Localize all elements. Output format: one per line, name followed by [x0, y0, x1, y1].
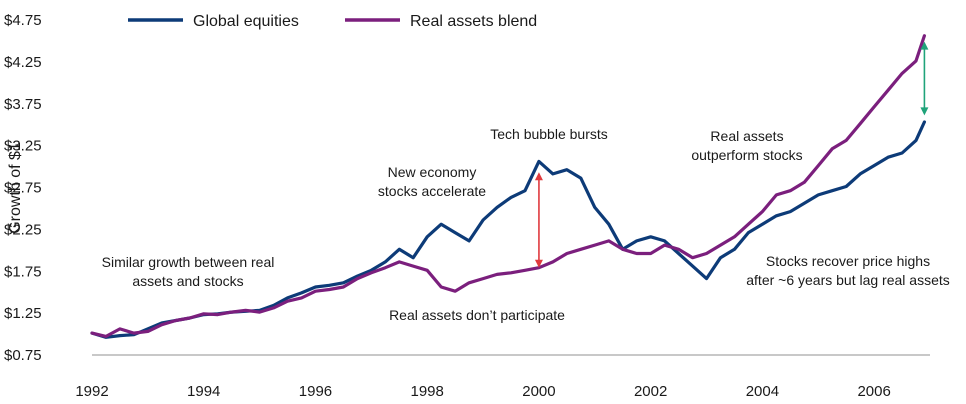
annotation-line: Stocks recover price highs	[766, 253, 930, 269]
annotation-line: after ~6 years but lag real assets	[746, 272, 950, 288]
y-tick-label: $1.75	[4, 263, 42, 280]
arrow-head-down	[534, 259, 543, 268]
annotations-group: Similar growth between real assets and st…	[102, 126, 950, 323]
x-tick-label: 1998	[411, 383, 444, 400]
y-tick-label: $3.25	[4, 138, 42, 155]
x-tick-label: 1994	[187, 383, 220, 400]
y-axis-label: Growth of $1	[7, 142, 24, 234]
annotation-line: stocks accelerate	[378, 183, 486, 199]
arrow-head-up	[920, 41, 929, 50]
y-tick-labels: $4.75 $4.25 $3.75 $3.25 $2.75 $2.25 $1.75 $1.25…	[4, 12, 42, 364]
x-tick-label: 2002	[634, 383, 667, 400]
double-arrow	[920, 41, 929, 116]
x-tick-label: 1992	[75, 383, 108, 400]
annotation-line: assets and stocks	[132, 273, 243, 289]
y-tick-label: $2.25	[4, 221, 42, 238]
annotation-line: Similar growth between real	[102, 254, 275, 270]
x-tick-label: 2000	[522, 383, 555, 400]
x-tick-label: 2006	[857, 383, 890, 400]
arrow-head-down	[920, 107, 929, 116]
legend-label-real-assets-blend: Real assets blend	[410, 13, 537, 30]
series-group	[90, 34, 927, 339]
arrow-head-up	[534, 172, 543, 181]
annotation-recover: Stocks recover price highs after ~6 years…	[746, 253, 950, 288]
y-tick-label: $1.25	[4, 305, 42, 322]
annotation-similar: Similar growth between real assets and st…	[102, 254, 275, 289]
y-tick-label: $3.75	[4, 96, 42, 113]
y-tick-label: $2.75	[4, 180, 42, 197]
x-tick-label: 2004	[746, 383, 779, 400]
double-arrow	[534, 172, 543, 268]
x-tick-label: 1996	[299, 383, 332, 400]
annotation-line: outperform stocks	[691, 147, 802, 163]
annotation-line: Real assets	[710, 128, 783, 144]
series-line-real-assets-blend	[90, 34, 927, 338]
y-tick-label: $4.25	[4, 54, 42, 71]
annotation-line: Tech bubble bursts	[490, 126, 608, 142]
arrows-group	[534, 41, 929, 268]
x-tick-labels: 1992 1994 1996 1998 2000 2002 2004 2006	[75, 383, 891, 400]
annotation-dont: Real assets don’t participate	[389, 307, 565, 323]
annotation-line: New economy	[388, 164, 477, 180]
y-tick-label: $0.75	[4, 347, 42, 364]
annotation-line: Real assets don’t participate	[389, 307, 565, 323]
legend: Global equities Real assets blend	[128, 13, 537, 30]
annotation-outperform: Real assets outperform stocks	[691, 128, 802, 163]
annotation-economy: New economy stocks accelerate	[378, 164, 486, 199]
legend-label-global-equities: Global equities	[193, 13, 299, 30]
y-tick-label: $4.75	[4, 12, 42, 29]
annotation-bubble: Tech bubble bursts	[490, 126, 608, 142]
